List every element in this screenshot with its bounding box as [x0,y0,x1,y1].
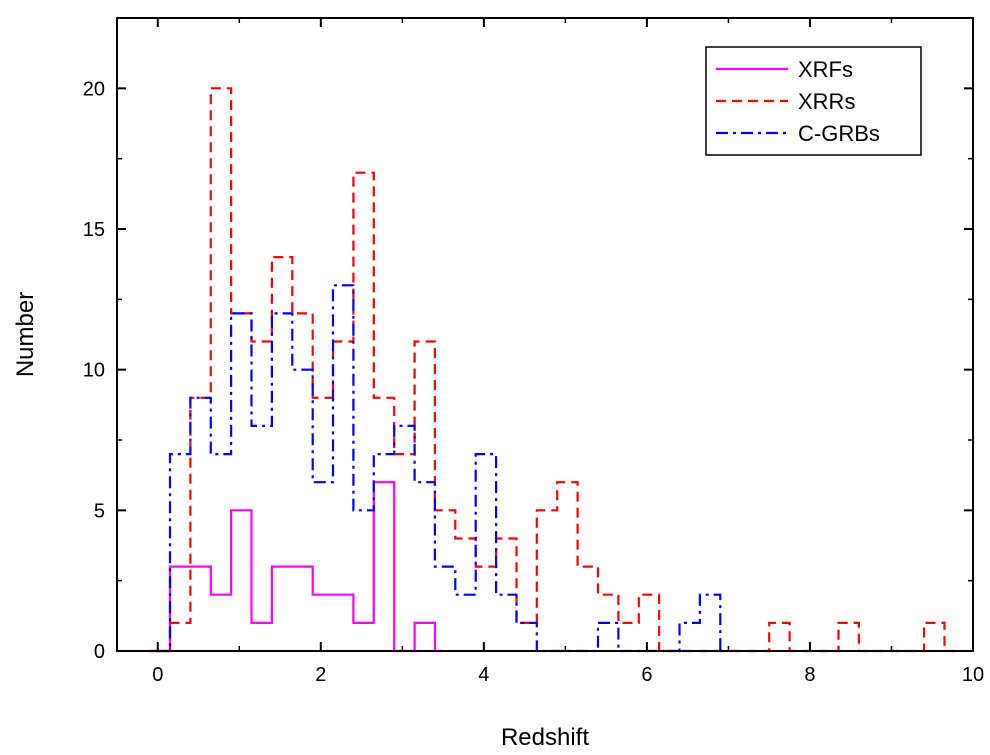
x-tick-label: 6 [641,664,652,686]
plot-frame [116,17,974,652]
series-layer [149,87,957,653]
x-tick-label: 8 [804,664,815,686]
series-line-xrrs [149,87,957,653]
y-tick-label: 10 [83,360,105,382]
x-tick-label: 2 [315,664,326,686]
x-axis-title: Redshift [501,724,589,751]
legend-label: XRRs [798,89,855,114]
x-tick-label: 4 [478,664,489,686]
legend-label: XRFs [798,57,853,82]
x-tick-label: 10 [962,664,984,686]
y-axis-title: Number [12,292,39,377]
y-tick-label: 20 [83,78,105,100]
series-line-xrfs [149,481,444,653]
series-line-c-grbs [157,284,722,653]
y-tick-label: 15 [83,219,105,241]
y-tick-label: 0 [94,641,105,663]
legend: XRFs XRRs C-GRBs [705,46,922,156]
y-tick-label: 5 [94,500,105,522]
ticks-layer: 0 2 4 6 8 10 0 5 10 15 20 [83,18,984,686]
x-tick-label: 0 [152,664,163,686]
legend-label: C-GRBs [798,121,880,146]
